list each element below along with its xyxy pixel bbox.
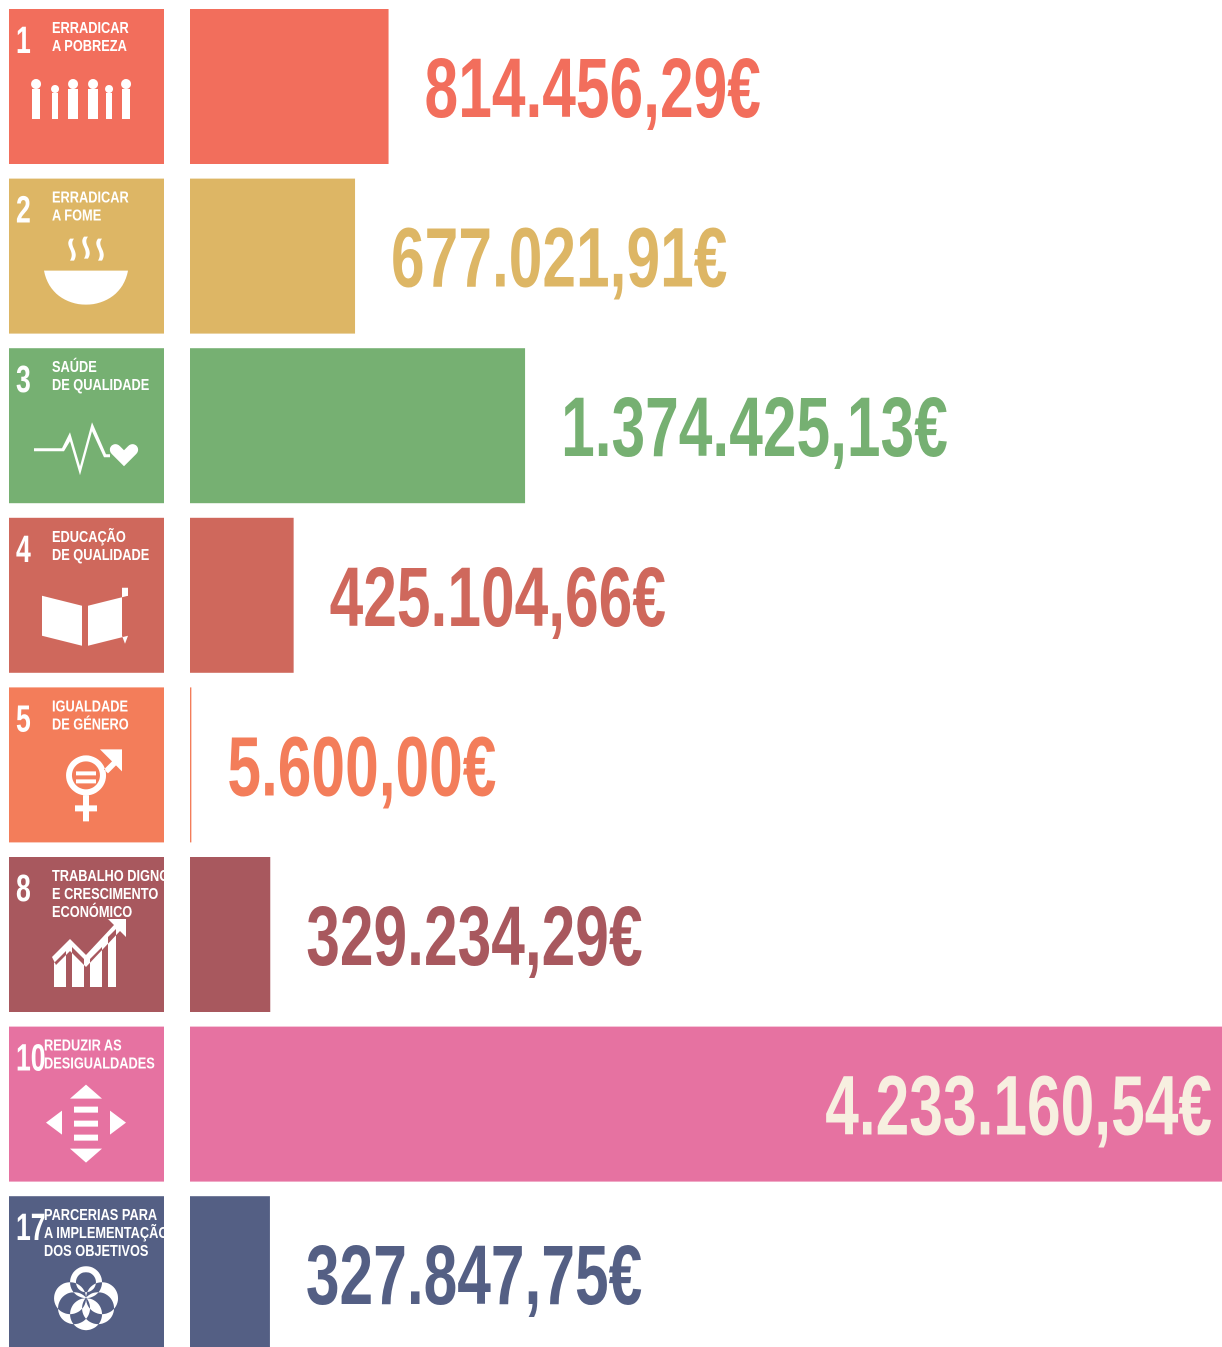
value-label: 327.847,75€	[306, 1228, 642, 1322]
goal-icon-bg	[9, 517, 164, 673]
bar	[190, 857, 271, 1012]
goal-number: 8	[16, 866, 31, 909]
bar	[190, 9, 389, 164]
goal-pictogram	[34, 422, 139, 476]
goal-title: A IMPLEMENTAÇÃO	[44, 1223, 168, 1243]
value-label: 677.021,91€	[391, 211, 727, 305]
goal-icon-bg	[9, 857, 164, 1012]
value-label: 1.374.425,13€	[561, 380, 948, 474]
goal-number: 2	[16, 188, 31, 231]
goal-pictogram	[46, 1084, 126, 1163]
goal-pictogram	[52, 919, 126, 987]
bar	[190, 1196, 270, 1347]
goal-title: A FOME	[52, 207, 102, 225]
goal-pictogram	[31, 79, 132, 119]
value-label: 814.456,29€	[425, 41, 761, 135]
bar	[190, 178, 356, 334]
goal-pictogram	[42, 587, 128, 646]
goal-number: 5	[16, 697, 31, 740]
value-label: 329.234,29€	[306, 889, 642, 983]
goal-title: ERRADICAR	[52, 20, 129, 38]
value-label: 425.104,66€	[330, 550, 666, 644]
goal-title: DE QUALIDADE	[52, 547, 150, 565]
goal-pictogram	[66, 749, 122, 822]
goal-title: DOS OBJETIVOS	[44, 1243, 149, 1261]
goal-title: IGUALDADE	[52, 698, 128, 716]
bar	[190, 1026, 1222, 1182]
goal-title: REDUZIR AS	[44, 1037, 122, 1055]
bar	[190, 687, 192, 843]
goal-title: DE GÉNERO	[52, 715, 129, 734]
goal-title: DESIGUALDADES	[44, 1055, 155, 1073]
value-label: 5.600,00€	[227, 720, 496, 814]
goal-number: 4	[16, 527, 31, 570]
goal-number: 17	[16, 1205, 46, 1248]
value-label: 4.233.160,54€	[825, 1059, 1212, 1153]
goal-icon-bg	[9, 348, 164, 504]
goal-number: 1	[16, 18, 31, 61]
goal-title: PARCERIAS PARA	[44, 1207, 158, 1225]
goal-pictogram	[44, 236, 128, 305]
goal-title: ECONÓMICO	[52, 902, 132, 922]
goal-title: TRABALHO DIGNO	[52, 868, 169, 886]
goal-title: SAÚDE	[52, 357, 97, 377]
goal-number: 10	[16, 1036, 46, 1079]
goal-title: A POBREZA	[52, 38, 127, 56]
bar	[190, 517, 294, 673]
goal-title: EDUCAÇÃO	[52, 526, 126, 546]
goal-title: E CRESCIMENTO	[52, 886, 158, 904]
bar	[190, 348, 526, 504]
goal-title: DE QUALIDADE	[52, 377, 150, 395]
goal-number: 3	[16, 357, 31, 400]
goal-title: ERRADICAR	[52, 189, 129, 207]
